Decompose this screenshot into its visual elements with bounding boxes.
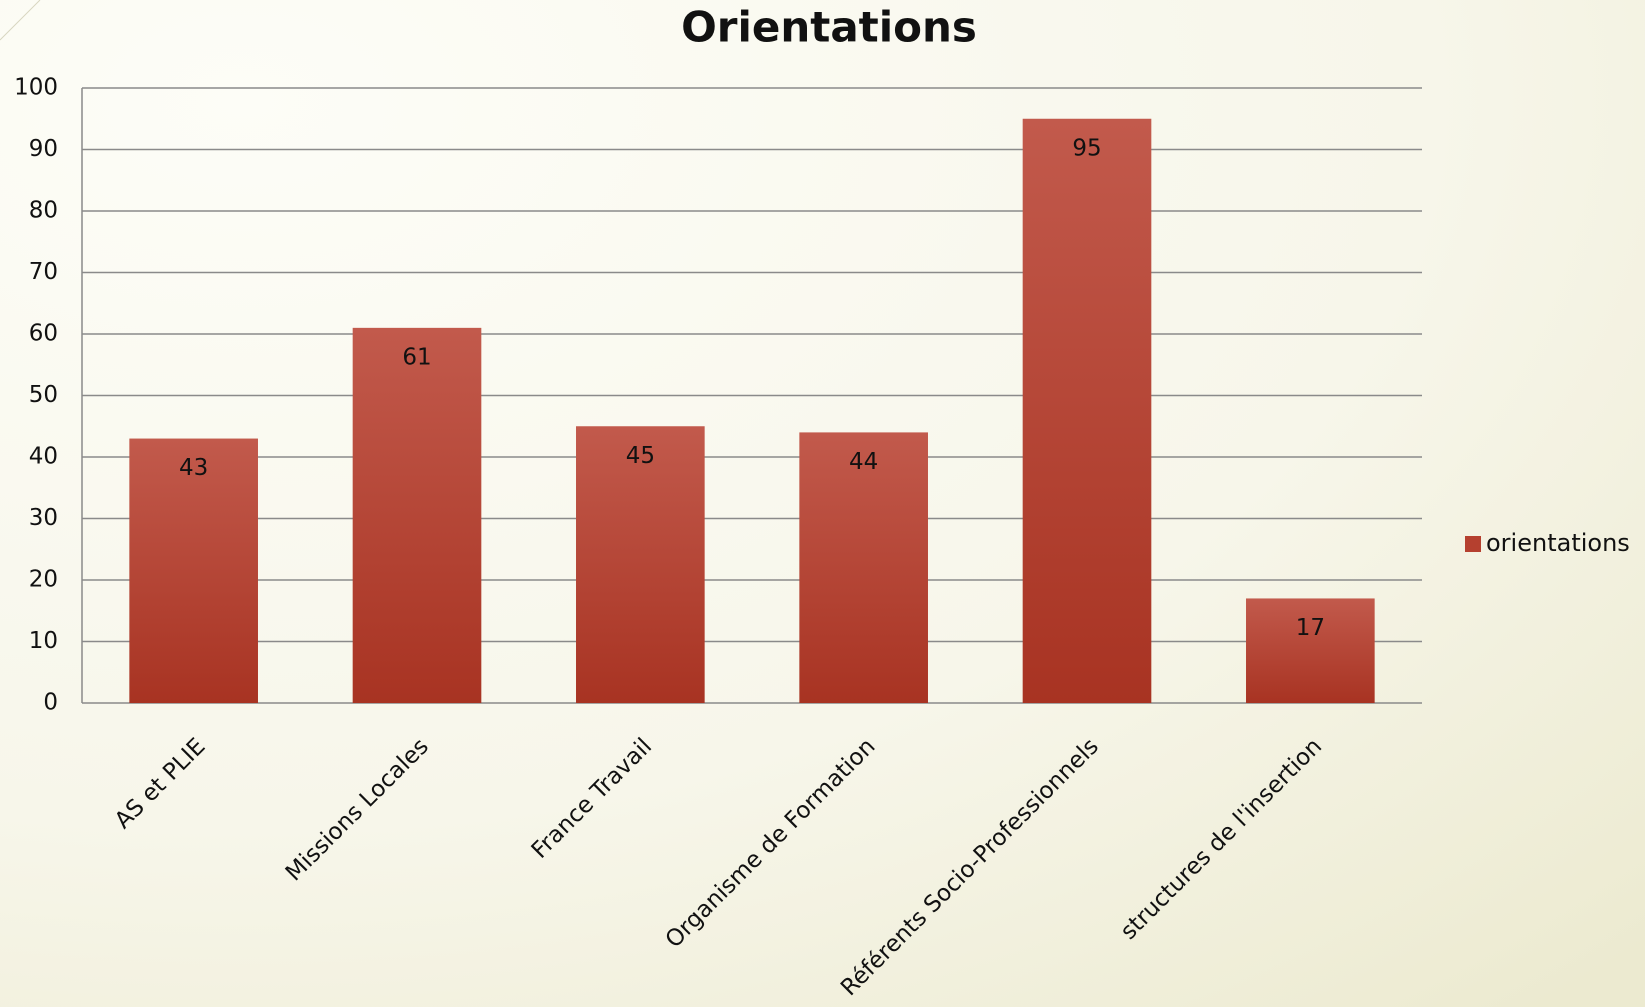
- bar: [129, 438, 258, 703]
- legend-swatch: [1465, 536, 1481, 552]
- y-tick-label: 90: [29, 136, 58, 162]
- y-tick-label: 80: [29, 198, 58, 224]
- data-label: 61: [402, 344, 431, 370]
- y-tick-label: 100: [14, 75, 58, 101]
- y-tick-label: 0: [43, 690, 58, 716]
- decoration: [0, 0, 41, 41]
- data-label: 17: [1296, 615, 1325, 641]
- y-tick-label: 70: [29, 259, 58, 285]
- data-label: 95: [1072, 135, 1101, 161]
- bar: [352, 327, 482, 703]
- legend-label: orientations: [1486, 529, 1630, 557]
- y-tick-label: 60: [29, 321, 58, 347]
- bar: [799, 432, 928, 703]
- bar: [1022, 118, 1152, 703]
- y-tick-label: 20: [29, 567, 58, 593]
- data-label: 44: [849, 449, 878, 475]
- data-label: 43: [179, 455, 208, 481]
- data-label: 45: [626, 443, 655, 469]
- chart-title: Orientations: [681, 3, 977, 52]
- y-tick-label: 50: [29, 382, 58, 408]
- y-tick-label: 40: [29, 444, 58, 470]
- bar: [1246, 598, 1375, 703]
- bar: [576, 426, 705, 703]
- y-tick-label: 10: [29, 628, 58, 654]
- y-tick-label: 30: [29, 505, 58, 531]
